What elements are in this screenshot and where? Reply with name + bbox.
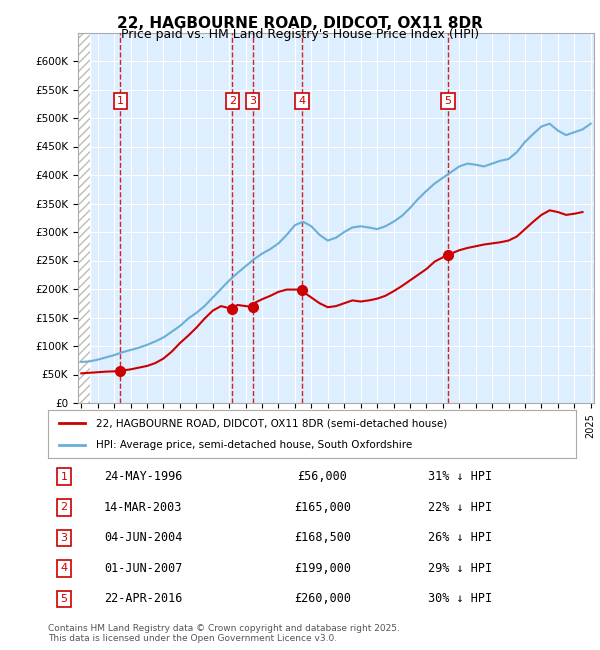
Text: 22, HAGBOURNE ROAD, DIDCOT, OX11 8DR (semi-detached house): 22, HAGBOURNE ROAD, DIDCOT, OX11 8DR (se… [95, 418, 447, 428]
Text: 1: 1 [61, 472, 67, 482]
Text: 1: 1 [117, 96, 124, 106]
Text: 4: 4 [60, 564, 67, 573]
Text: Price paid vs. HM Land Registry's House Price Index (HPI): Price paid vs. HM Land Registry's House … [121, 28, 479, 41]
Bar [78, 32, 89, 403]
Text: £165,000: £165,000 [294, 500, 351, 514]
Text: 14-MAR-2003: 14-MAR-2003 [104, 500, 182, 514]
Text: 04-JUN-2004: 04-JUN-2004 [104, 532, 182, 545]
Text: 01-JUN-2007: 01-JUN-2007 [104, 562, 182, 575]
Text: £168,500: £168,500 [294, 532, 351, 545]
Text: 2: 2 [60, 502, 67, 512]
Text: 4: 4 [298, 96, 305, 106]
Text: 30% ↓ HPI: 30% ↓ HPI [428, 593, 492, 606]
Text: £56,000: £56,000 [298, 471, 347, 484]
Text: Contains HM Land Registry data © Crown copyright and database right 2025.
This d: Contains HM Land Registry data © Crown c… [48, 624, 400, 644]
Text: 26% ↓ HPI: 26% ↓ HPI [428, 532, 492, 545]
Text: £199,000: £199,000 [294, 562, 351, 575]
Text: 22% ↓ HPI: 22% ↓ HPI [428, 500, 492, 514]
Text: 29% ↓ HPI: 29% ↓ HPI [428, 562, 492, 575]
Text: 24-MAY-1996: 24-MAY-1996 [104, 471, 182, 484]
Text: HPI: Average price, semi-detached house, South Oxfordshire: HPI: Average price, semi-detached house,… [95, 439, 412, 450]
Text: 3: 3 [249, 96, 256, 106]
Text: 31% ↓ HPI: 31% ↓ HPI [428, 471, 492, 484]
Text: £260,000: £260,000 [294, 593, 351, 606]
Text: 3: 3 [61, 533, 67, 543]
Text: 5: 5 [445, 96, 451, 106]
Text: 5: 5 [61, 594, 67, 604]
Text: 22, HAGBOURNE ROAD, DIDCOT, OX11 8DR: 22, HAGBOURNE ROAD, DIDCOT, OX11 8DR [117, 16, 483, 31]
Text: 22-APR-2016: 22-APR-2016 [104, 593, 182, 606]
Text: 2: 2 [229, 96, 236, 106]
Bar [78, 32, 89, 403]
